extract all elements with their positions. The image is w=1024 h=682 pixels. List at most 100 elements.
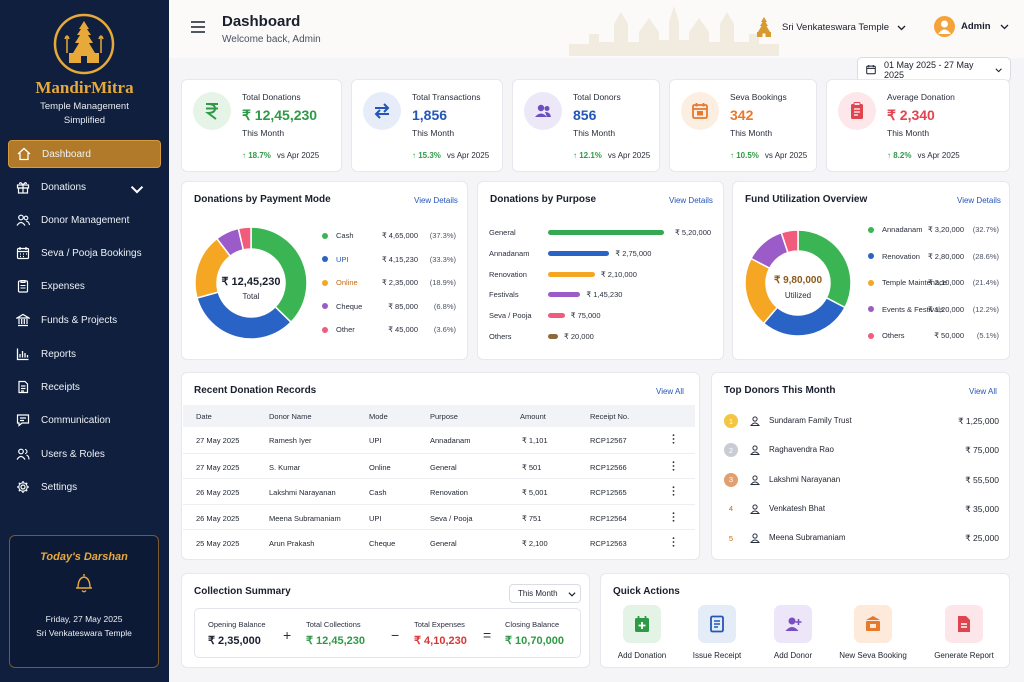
legend-item: Cash ₹ 4,65,000 (37.3%) <box>322 231 456 240</box>
nav-communication[interactable]: Communication <box>8 406 161 434</box>
purpose-label: Renovation <box>489 269 527 279</box>
purpose-bar[interactable] <box>548 271 595 277</box>
purpose-bar[interactable] <box>548 230 664 235</box>
donor-list-item[interactable]: 3 Lakshmi Narayanan ₹ 55,500 <box>724 465 999 494</box>
view-all-link[interactable]: View All <box>656 387 684 396</box>
nav-receipts[interactable]: Receipts <box>8 373 161 401</box>
more-options-icon[interactable] <box>672 434 675 444</box>
more-options-icon[interactable] <box>672 486 675 496</box>
purpose-card: Donations by Purpose View Details Genera… <box>477 181 724 360</box>
nav-expenses[interactable]: Expenses <box>8 272 161 300</box>
nav-donations[interactable]: Donations <box>8 173 161 201</box>
more-options-icon[interactable] <box>672 511 675 522</box>
stat-trend: ↑ 18.7% vs Apr 2025 <box>242 151 320 160</box>
stat-trend: ↑ 10.5% vs Apr 2025 <box>730 151 808 160</box>
nav-donor-management[interactable]: Donor Management <box>8 206 161 234</box>
user-menu[interactable]: Admin <box>934 16 1009 37</box>
card-title: Donations by Purpose <box>490 194 597 205</box>
stat-card-average-donation[interactable]: Average Donation ₹ 2,340 This Month ↑ 8.… <box>826 79 1010 172</box>
chevron-down-icon[interactable] <box>130 182 144 196</box>
table-row[interactable]: 27 May 2025 Ramesh Iyer UPI Annadanam ₹ 1,10… <box>183 427 695 452</box>
nav-settings[interactable]: Settings <box>8 473 161 501</box>
column-header[interactable]: Amount <box>520 412 546 421</box>
column-header[interactable]: Date <box>196 412 212 421</box>
table-row[interactable]: 27 May 2025 S. Kumar Online General ₹ 501 RCP… <box>183 452 695 478</box>
generate-report-icon <box>945 605 983 643</box>
donor-name: Venkatesh Bhat <box>769 503 826 513</box>
nav-seva-bookings[interactable]: Seva / Pooja Bookings <box>8 239 161 267</box>
donut-slice-renovation[interactable] <box>762 296 847 337</box>
cell-amount: ₹ 1,101 <box>522 436 548 445</box>
purpose-bar[interactable] <box>548 250 610 256</box>
add-donor-button[interactable]: Add Donor <box>758 605 828 660</box>
clipboard-icon <box>17 279 29 293</box>
purpose-row: Seva / Pooja ₹ 75,000 <box>489 309 719 323</box>
nav-funds-projects[interactable]: Funds & Projects <box>8 306 161 334</box>
stat-value: 342 <box>730 107 754 123</box>
donor-list-item[interactable]: 5 Meena Subramaniam ₹ 25,000 <box>724 523 999 552</box>
table-row[interactable]: 25 May 2025 Arun Prakash Cheque General ₹ 2,… <box>183 529 695 554</box>
donut-slice-others[interactable] <box>780 229 799 254</box>
table-row[interactable]: 26 May 2025 Meena Subramaniam UPI Seva / Po… <box>183 503 695 529</box>
column-header[interactable]: Purpose <box>430 412 458 421</box>
add-donation-button[interactable]: Add Donation <box>607 605 677 660</box>
view-details-link[interactable]: View Details <box>957 196 1001 205</box>
stat-period: This Month <box>412 128 455 138</box>
stat-card-seva-bookings[interactable]: Seva Bookings 342 This Month ↑ 10.5% vs A… <box>669 79 817 172</box>
temple-skyline-watermark <box>569 6 779 56</box>
purpose-bar[interactable] <box>548 292 581 298</box>
donut-center-label: Utilized <box>784 291 812 300</box>
legend-swatch <box>322 279 328 286</box>
purpose-bar[interactable] <box>548 313 565 319</box>
calendar-icon <box>866 64 876 75</box>
cell-receipt: RCP12563 <box>590 539 627 548</box>
purpose-value: ₹ 2,10,000 <box>600 269 637 279</box>
welcome-text: Welcome back, Admin <box>222 34 321 45</box>
total-expenses: Total Expenses ₹ 4,10,230 <box>414 620 467 647</box>
calendar-icon <box>16 247 30 260</box>
legend-swatch <box>868 332 874 339</box>
stat-card-total-transactions[interactable]: Total Transactions 1,856 This Month ↑ 15… <box>351 79 503 172</box>
view-details-link[interactable]: View Details <box>669 196 713 205</box>
card-title: Fund Utilization Overview <box>745 194 868 205</box>
period-select[interactable]: This Month <box>509 584 581 603</box>
donor-name: Sundaram Family Trust <box>769 416 852 425</box>
column-header[interactable]: Donor Name <box>269 412 312 421</box>
generate-report-button[interactable]: Generate Report <box>929 605 999 660</box>
nav-users-roles[interactable]: Users & Roles <box>8 440 161 468</box>
payment-mode-card: Donations by Payment Mode View Details ₹… <box>181 181 468 360</box>
stat-card-total-donors[interactable]: Total Donors 856 This Month ↑ 12.1% vs Ap… <box>512 79 660 172</box>
stat-value: ₹ 2,340 <box>887 107 935 123</box>
column-header[interactable]: Mode <box>369 412 388 421</box>
donor-list-item[interactable]: 4 Venkatesh Bhat ₹ 35,000 <box>724 494 999 523</box>
legend-item: Online ₹ 2,35,000 (18.9%) <box>322 278 456 287</box>
cell-donor: S. Kumar <box>269 462 301 472</box>
menu-icon[interactable] <box>191 21 205 33</box>
donut-slice-other[interactable] <box>237 226 252 251</box>
temple-selector[interactable]: Sri Venkateswara Temple <box>754 14 914 40</box>
donor-list-item[interactable]: 2 Raghavendra Rao ₹ 75,000 <box>724 435 999 464</box>
legend-item: Others ₹ 50,000 (5.1%) <box>868 331 999 340</box>
purpose-bar[interactable] <box>548 334 558 339</box>
issue-receipt-button[interactable]: Issue Receipt <box>682 605 752 660</box>
stat-card-total-donations[interactable]: Total Donations ₹ 12,45,230 This Month ↑… <box>181 79 342 172</box>
gear-icon <box>17 481 29 493</box>
quick-actions-card: Quick Actions Add Donation Issue Receipt… <box>600 573 1010 668</box>
column-header[interactable]: Receipt No. <box>590 412 630 421</box>
donor-list-item[interactable]: 1 Sundaram Family Trust ₹ 1,25,000 <box>724 406 999 435</box>
cell-date: 25 May 2025 <box>196 539 240 548</box>
nav-reports[interactable]: Reports <box>8 340 161 368</box>
new-seva-booking-button[interactable]: New Seva Booking <box>838 605 908 660</box>
more-options-icon[interactable] <box>672 460 675 471</box>
legend-label: Annadanam <box>882 225 923 234</box>
legend-item: Temple Maintenace ₹ 2,10,000 (21.4%) <box>868 278 999 287</box>
table-row[interactable]: 26 May 2025 Lakshmi Narayanan Cash Renovati… <box>183 478 695 503</box>
purpose-value: ₹ 75,000 <box>570 311 601 321</box>
bar-chart-icon <box>16 348 29 361</box>
legend-item: Cheque ₹ 85,000 (6.8%) <box>322 302 456 311</box>
donut-slice-cash[interactable] <box>250 226 308 324</box>
view-details-link[interactable]: View Details <box>414 196 458 205</box>
more-options-icon[interactable] <box>672 537 675 547</box>
nav-dashboard[interactable]: Dashboard <box>8 140 161 168</box>
view-all-link[interactable]: View All <box>969 387 997 396</box>
